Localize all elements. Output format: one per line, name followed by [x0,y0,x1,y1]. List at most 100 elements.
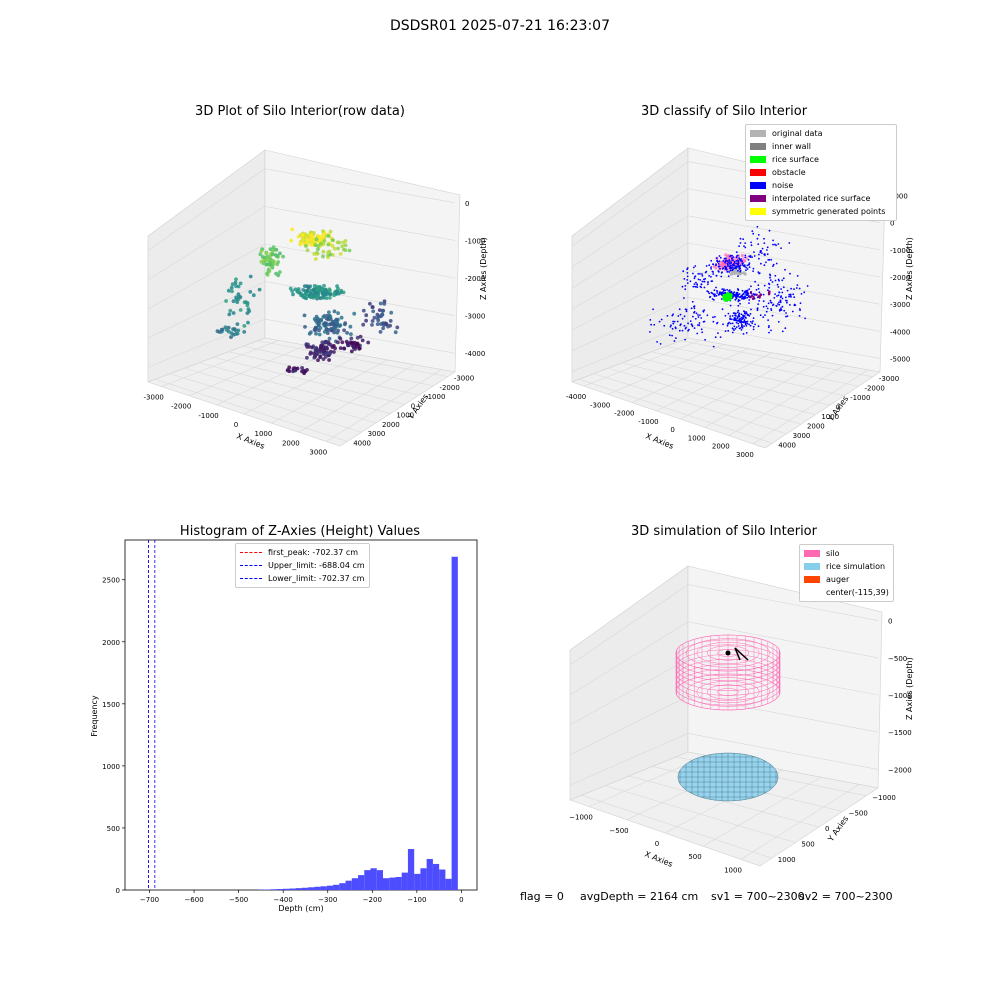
data-point [731,327,734,330]
legend-label: symmetric generated points [772,207,886,216]
data-point [736,295,739,298]
data-point [713,299,715,301]
data-point [767,302,770,305]
data-point [693,327,696,329]
x-tick-label: 3000 [309,448,327,456]
panel2-point-cloud [649,225,809,348]
data-point [700,283,703,286]
y-tick-label: −1000 [872,794,896,802]
data-point [709,295,712,298]
data-point [321,229,325,234]
data-point [743,293,745,295]
data-point [745,289,748,292]
data-point [777,321,780,323]
data-point [393,330,398,335]
data-point [676,320,679,323]
data-point [318,296,323,301]
data-point [768,292,771,295]
data-point [724,268,727,270]
data-point [706,290,709,292]
data-point [361,308,366,313]
silo-top-ring [675,634,781,672]
data-point [681,285,684,288]
x-tick-label: 0 [459,896,463,904]
data-point [788,242,791,244]
data-point [380,312,385,317]
legend-label: rice surface [772,155,819,164]
data-point [734,314,736,317]
data-point [786,289,789,292]
data-point [737,304,740,307]
data-point [721,288,724,291]
data-point [778,279,780,282]
data-point [739,242,742,244]
data-point [305,368,309,372]
data-point [741,260,743,263]
data-point [738,267,741,270]
data-point [649,319,652,321]
data-point [728,271,731,273]
data-point [736,317,739,320]
data-point [728,260,731,262]
histogram-bar [389,877,396,890]
data-point [768,325,770,327]
data-point [372,315,377,320]
data-point [737,275,739,278]
panel3-xlabel: Depth (cm) [278,904,323,913]
y-tick-label: 500 [107,825,120,833]
data-point [321,232,326,237]
data-point [721,292,724,294]
panel1-title: 3D Plot of Silo Interior(row data) [195,104,405,119]
z-tick-label: 0 [465,200,469,208]
data-point [322,239,327,243]
panel2-zlabel: Z Axies (Depth) [905,237,914,300]
data-point [735,260,738,262]
y-tick-label: 1000 [778,856,796,864]
data-point [227,312,232,317]
panel1-axes-box [147,149,461,447]
data-point [786,301,788,304]
data-point [723,288,725,290]
data-point [378,301,383,306]
data-point [732,256,735,258]
data-point [739,320,742,322]
data-point [742,238,744,241]
legend-swatch [750,143,766,150]
data-point [693,307,696,310]
data-point [715,274,718,277]
data-point [229,331,234,335]
data-point [743,259,747,263]
data-point [745,266,748,269]
data-point [684,338,686,341]
data-point [270,252,275,257]
data-point [738,327,741,330]
data-point [784,268,786,271]
data-point [798,315,801,317]
data-point [701,273,703,275]
data-point [700,317,703,319]
data-point [652,308,654,311]
data-point [318,355,323,360]
data-point [684,288,687,291]
data-point [714,315,716,318]
data-point [737,293,740,296]
x-tick-label: -1000 [198,412,218,420]
data-point [781,279,784,282]
data-point [388,323,392,328]
data-point [710,275,712,278]
data-point [264,251,269,256]
data-point [686,268,688,271]
x-tick-label: −600 [184,896,203,904]
data-point [347,248,352,253]
data-point [332,246,337,251]
data-point [783,309,786,312]
data-point [304,233,309,238]
data-point [388,319,393,323]
panel4-legend: silo rice simulation auger center(-115,39) [799,544,894,602]
data-point [692,315,694,318]
data-point [268,257,273,262]
data-point [729,315,732,317]
data-point [742,333,745,335]
y-tick-label: 1000 [102,763,120,771]
data-point [314,293,319,298]
